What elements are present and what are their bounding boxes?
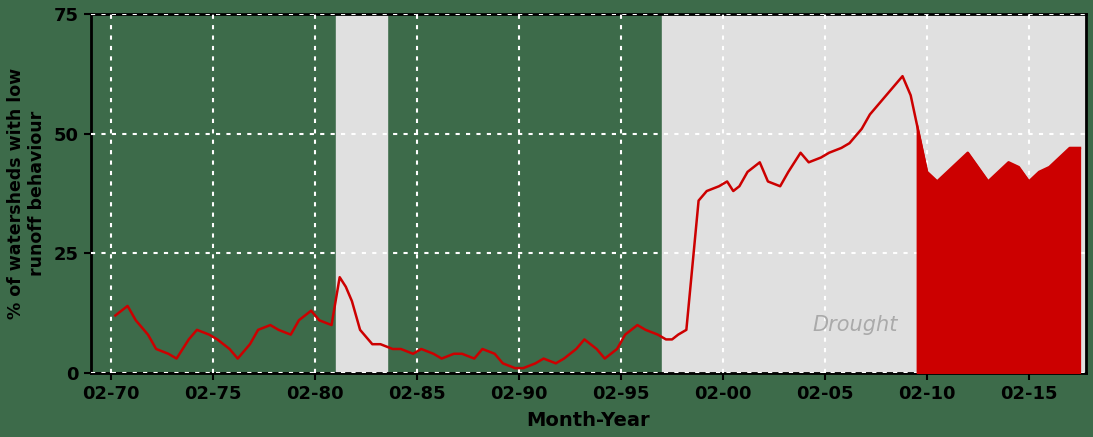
- Bar: [336, 14, 387, 373]
- X-axis label: Month-Year: Month-Year: [527, 411, 650, 430]
- Text: Drought: Drought: [813, 315, 898, 335]
- Bar: [662, 14, 1090, 373]
- Y-axis label: % of watersheds with low
runoff behaviour: % of watersheds with low runoff behaviou…: [7, 68, 46, 319]
